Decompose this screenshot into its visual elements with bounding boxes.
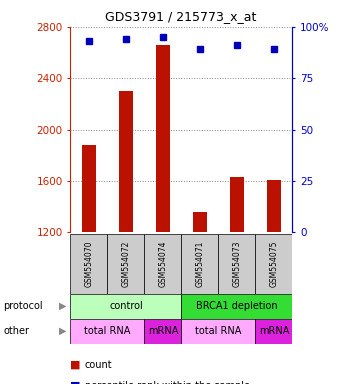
Text: GSM554075: GSM554075 — [269, 241, 278, 287]
Bar — [182, 294, 292, 319]
Text: protocol: protocol — [4, 301, 43, 311]
Text: total RNA: total RNA — [195, 326, 242, 336]
Bar — [70, 294, 182, 319]
Text: control: control — [109, 301, 143, 311]
Bar — [218, 234, 256, 294]
Bar — [182, 234, 218, 294]
Text: percentile rank within the sample: percentile rank within the sample — [85, 381, 250, 384]
Bar — [182, 319, 256, 344]
Text: ▶: ▶ — [59, 326, 67, 336]
Bar — [267, 180, 281, 232]
Bar — [144, 234, 182, 294]
Text: mRNA: mRNA — [259, 326, 289, 336]
Text: BRCA1 depletion: BRCA1 depletion — [196, 301, 278, 311]
Text: GDS3791 / 215773_x_at: GDS3791 / 215773_x_at — [105, 10, 256, 23]
Bar — [144, 319, 182, 344]
Text: GSM554070: GSM554070 — [84, 241, 93, 287]
Bar — [230, 177, 244, 232]
Text: GSM554074: GSM554074 — [158, 241, 168, 287]
Bar — [82, 145, 96, 232]
Text: total RNA: total RNA — [84, 326, 131, 336]
Bar — [193, 212, 207, 232]
Text: count: count — [85, 360, 113, 370]
Text: ▶: ▶ — [59, 301, 67, 311]
Bar — [70, 319, 144, 344]
Text: mRNA: mRNA — [148, 326, 178, 336]
Text: other: other — [4, 326, 30, 336]
Bar — [256, 319, 292, 344]
Bar — [256, 234, 292, 294]
Text: GSM554073: GSM554073 — [232, 241, 242, 287]
Bar — [108, 234, 144, 294]
Text: ■: ■ — [70, 360, 81, 370]
Bar — [156, 45, 170, 232]
Text: GSM554071: GSM554071 — [195, 241, 204, 287]
Text: GSM554072: GSM554072 — [121, 241, 130, 287]
Bar — [119, 91, 133, 232]
Text: ■: ■ — [70, 381, 81, 384]
Bar — [70, 234, 108, 294]
